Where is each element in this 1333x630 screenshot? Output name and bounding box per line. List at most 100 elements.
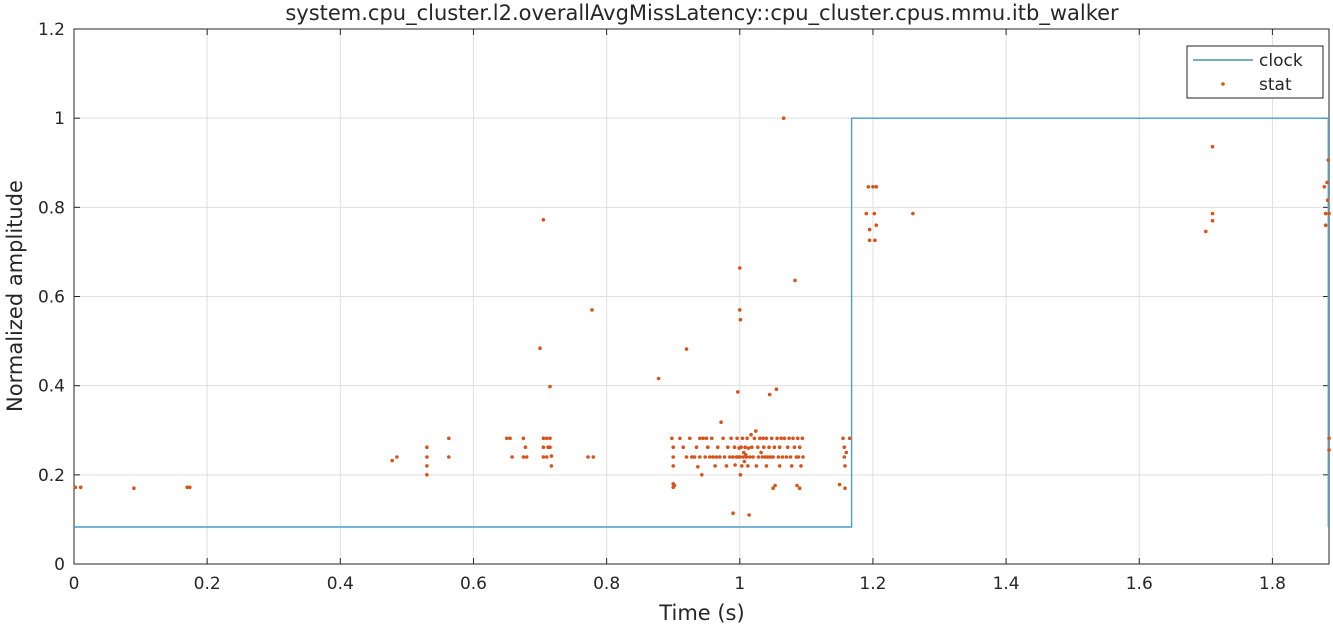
data-point-stat — [773, 483, 777, 488]
x-tick-label: 1.8 — [1259, 574, 1286, 594]
data-point-stat — [788, 455, 793, 459]
data-point-stat — [768, 455, 773, 459]
data-point-stat — [800, 436, 805, 441]
data-point-stat — [716, 445, 720, 450]
data-point-stat — [698, 436, 702, 441]
data-point-stat — [1210, 218, 1215, 223]
data-point-stat — [799, 464, 803, 468]
data-point-stat — [688, 436, 692, 441]
data-point-stat — [754, 429, 758, 433]
data-point-stat — [748, 455, 752, 459]
data-point-stat — [185, 485, 189, 490]
data-point-stat — [505, 436, 509, 441]
series-layer — [73, 116, 1331, 528]
data-point-stat — [744, 455, 749, 459]
data-point-stat — [541, 436, 546, 441]
data-point-stat — [767, 392, 772, 397]
data-point-stat — [738, 473, 743, 477]
data-point-stat — [843, 464, 847, 468]
legend-stat-dot-sample — [1221, 82, 1225, 86]
data-point-stat — [746, 446, 751, 450]
data-point-stat — [780, 455, 785, 459]
data-point-stat — [1327, 436, 1331, 441]
data-point-stat — [728, 455, 732, 459]
x-tick-label: 0 — [69, 574, 80, 594]
data-point-stat — [771, 486, 775, 491]
y-tick-label: 1 — [54, 109, 65, 129]
data-point-stat — [866, 185, 871, 189]
data-point-stat — [706, 445, 710, 450]
data-point-stat — [1327, 211, 1331, 216]
data-point-stat — [586, 455, 590, 459]
data-point-stat — [541, 455, 546, 459]
data-point-stat — [756, 455, 761, 459]
data-point-stat — [776, 455, 781, 459]
data-point-stat — [713, 464, 717, 468]
data-point-stat — [694, 445, 699, 450]
data-point-stat — [541, 445, 546, 450]
data-point-stat — [521, 455, 526, 459]
data-point-stat — [692, 455, 697, 459]
data-point-stat — [871, 185, 875, 189]
x-tick-label: 0.8 — [593, 574, 620, 594]
data-point-stat — [792, 445, 797, 450]
data-point-stat — [743, 445, 747, 450]
data-point-stat — [746, 464, 750, 468]
data-point-stat — [751, 455, 755, 459]
data-point-stat — [1323, 223, 1328, 227]
data-point-stat — [1323, 211, 1328, 216]
data-point-stat — [425, 455, 429, 459]
data-point-stat — [690, 455, 694, 459]
data-point-stat — [801, 455, 805, 459]
data-point-stat — [188, 485, 192, 490]
data-point-stat — [425, 445, 429, 450]
data-point-stat — [395, 455, 399, 459]
data-point-stat — [769, 436, 774, 441]
data-point-stat — [731, 511, 735, 515]
data-point-stat — [789, 464, 794, 468]
data-point-stat — [671, 464, 675, 468]
legend-label-stat: stat — [1259, 75, 1292, 95]
y-tick-label: 0.6 — [38, 288, 65, 308]
data-point-stat — [874, 185, 879, 189]
data-point-stat — [523, 445, 528, 450]
data-point-stat — [872, 211, 877, 216]
legend-box — [1186, 45, 1324, 99]
data-point-stat — [73, 485, 78, 490]
data-point-stat — [670, 436, 674, 441]
data-point-stat — [767, 445, 771, 450]
data-point-stat — [538, 346, 542, 351]
data-point-stat — [765, 455, 770, 459]
x-tick-label: 0.4 — [327, 574, 354, 594]
data-point-stat — [841, 436, 845, 441]
data-point-stat — [521, 436, 526, 441]
data-point-stat — [548, 384, 552, 389]
data-point-stat — [1325, 198, 1330, 202]
data-point-stat — [672, 483, 677, 488]
data-point-stat — [524, 455, 529, 459]
data-point-stat — [775, 436, 779, 441]
data-point-stat — [549, 454, 554, 458]
data-point-stat — [544, 455, 549, 459]
data-point-stat — [671, 455, 675, 459]
data-point-stat — [696, 465, 700, 469]
data-point-stat — [698, 455, 702, 459]
data-point-stat — [760, 455, 765, 459]
data-point-stat — [425, 473, 429, 477]
data-point-stat — [777, 464, 782, 468]
data-point-stat — [729, 436, 733, 441]
data-point-stat — [708, 455, 712, 459]
data-point-stat — [1210, 211, 1215, 216]
data-point-stat — [736, 390, 740, 394]
data-point-stat — [771, 455, 775, 459]
data-point-stat — [711, 455, 715, 459]
data-point-stat — [843, 486, 847, 491]
data-point-stat — [764, 464, 769, 468]
legend: clock stat — [1186, 45, 1324, 99]
data-point-stat — [754, 464, 759, 468]
data-point-stat — [740, 464, 744, 468]
data-point-stat — [591, 455, 596, 459]
y-tick-label: 0 — [54, 555, 65, 575]
data-point-stat — [447, 455, 451, 459]
data-point-stat — [797, 486, 802, 491]
